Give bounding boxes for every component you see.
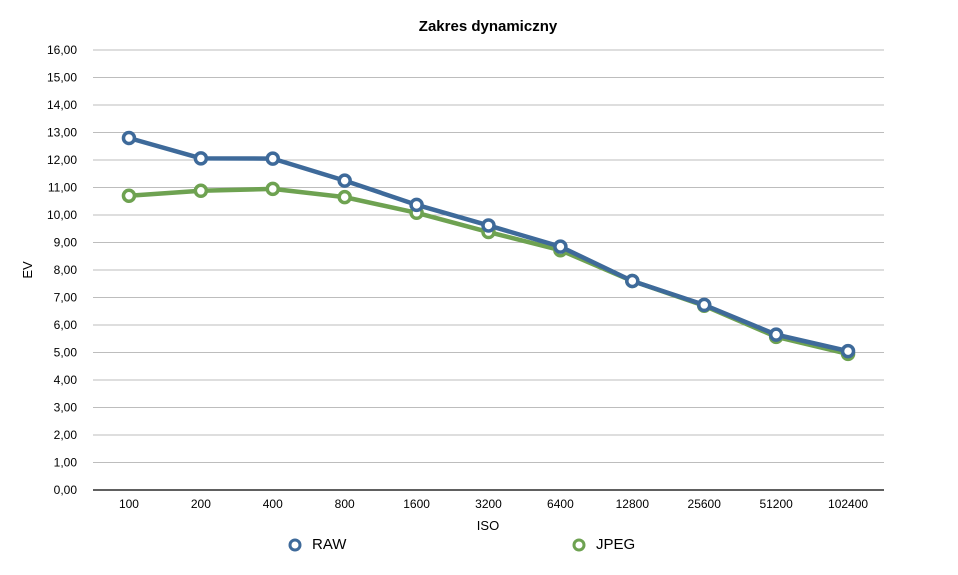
data-point-raw: [409, 197, 424, 213]
gridlines: [93, 49, 884, 463]
chart-title: Zakres dynamiczny: [418, 18, 558, 35]
y-tick-label: 15,00: [47, 71, 77, 85]
data-point-raw: [768, 327, 784, 342]
data-point-raw: [840, 343, 856, 359]
data-point-raw: [121, 130, 137, 146]
y-tick-label: 5,00: [54, 346, 78, 360]
x-tick-label: 6400: [547, 497, 574, 511]
x-tick-label: 800: [335, 497, 355, 511]
x-tick-label: 102400: [828, 497, 868, 511]
legend-marker-raw: [288, 538, 302, 551]
y-tick-label: 7,00: [54, 291, 78, 305]
data-point-raw: [337, 173, 352, 188]
data-point-raw: [625, 273, 640, 289]
legend-label-jpeg: JPEG: [596, 536, 636, 553]
y-tick-label: 1,00: [54, 456, 78, 470]
y-tick-label: 2,00: [54, 428, 78, 442]
x-tick-label: 12800: [616, 497, 650, 511]
y-tick-label: 13,00: [47, 126, 77, 140]
y-tick-label: 10,00: [47, 208, 77, 222]
legend-item-raw: RAW: [286, 536, 346, 553]
data-point-raw: [481, 218, 496, 233]
data-point-raw: [265, 151, 281, 166]
x-axis-ticks: 100 200 400 800 1600 3200 6400 12800 25600 51200 1…: [119, 497, 868, 511]
data-point-raw: [553, 239, 568, 254]
legend-item-jpeg: JPEG: [570, 536, 635, 553]
legend-label-raw: RAW: [312, 536, 347, 553]
series-line-jpeg: [128, 186, 849, 357]
y-tick-label: 6,00: [54, 318, 78, 332]
y-tick-label: 12,00: [47, 153, 77, 167]
legend: RAW JPEG: [0, 536, 958, 558]
x-axis-label: ISO: [477, 518, 499, 533]
legend-marker-jpeg: [572, 538, 586, 551]
data-point-jpeg: [193, 183, 209, 199]
data-point-raw: [696, 297, 712, 313]
data-point-jpeg: [121, 188, 137, 203]
data-point-raw: [193, 151, 209, 166]
series-jpeg: [121, 181, 856, 362]
x-tick-label: 400: [263, 497, 283, 511]
series-raw: [121, 130, 856, 359]
y-tick-label: 14,00: [47, 98, 77, 112]
x-tick-label: 51200: [759, 497, 793, 511]
data-point-jpeg: [337, 189, 352, 205]
series-line-raw: [128, 135, 849, 354]
y-tick-label: 8,00: [54, 263, 78, 277]
x-tick-label: 200: [191, 497, 211, 511]
y-tick-label: 16,00: [47, 43, 77, 57]
x-tick-label: 3200: [475, 497, 502, 511]
x-tick-label: 1600: [403, 497, 430, 511]
y-tick-label: 9,00: [54, 236, 78, 250]
x-tick-label: 25600: [688, 497, 722, 511]
y-tick-label: 11,00: [48, 181, 77, 195]
y-tick-label: 0,00: [54, 483, 78, 497]
y-axis-ticks: 0,00 1,00 2,00 3,00 4,00 5,00 6,00 7,00 8,00 9,00…: [47, 43, 77, 497]
y-axis-label: EV: [20, 261, 35, 279]
y-tick-label: 3,00: [54, 401, 78, 415]
data-point-jpeg: [265, 181, 281, 197]
x-tick-label: 100: [119, 497, 139, 511]
y-tick-label: 4,00: [54, 373, 78, 387]
series-layer: [121, 130, 856, 362]
